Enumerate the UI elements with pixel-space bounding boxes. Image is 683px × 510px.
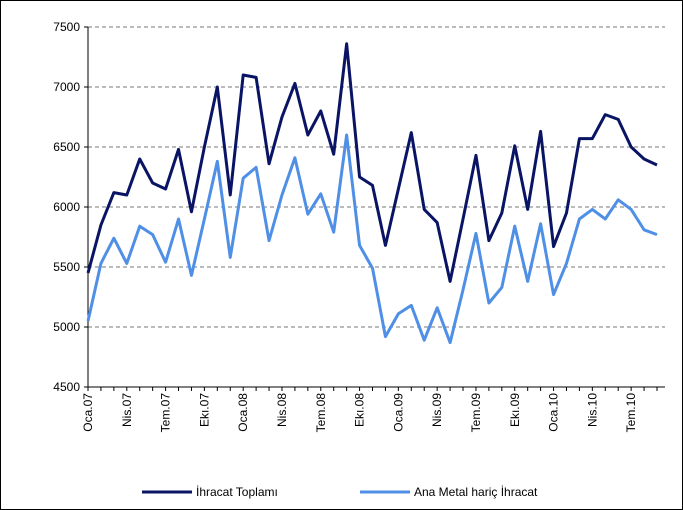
x-tick-label: Tem.09 [469,393,483,433]
legend-label: İhracat Toplamı [196,485,278,499]
y-tick-label: 7000 [53,80,80,94]
x-tick-label: Oca.10 [547,393,561,432]
x-tick-label: Nis.10 [585,393,599,427]
y-tick-label: 5500 [53,260,80,274]
y-tick-label: 5000 [53,320,80,334]
x-tick-label: Oca.08 [236,393,250,432]
x-tick-label: Tem.07 [159,393,173,433]
x-tick-label: Nis.09 [430,393,444,427]
x-tick-label: Oca.07 [81,393,95,432]
y-tick-label: 4500 [53,380,80,394]
y-tick-label: 7500 [53,20,80,34]
x-tick-label: Ekı.07 [197,393,211,427]
x-tick-label: Oca.09 [391,393,405,432]
x-tick-label: Ekı.09 [508,393,522,427]
series-line [86,133,658,345]
x-tick-label: Nis.08 [275,393,289,427]
x-tick-label: Tem.08 [314,393,328,433]
y-tick-label: 6000 [53,200,80,214]
x-tick-label: Nis.07 [120,393,134,427]
legend-label: Ana Metal hariç İhracat [414,485,538,499]
series-line [86,42,658,283]
x-tick-label: Tem.10 [624,393,638,433]
x-tick-label: Ekı.08 [353,393,367,427]
y-tick-label: 6500 [53,140,80,154]
